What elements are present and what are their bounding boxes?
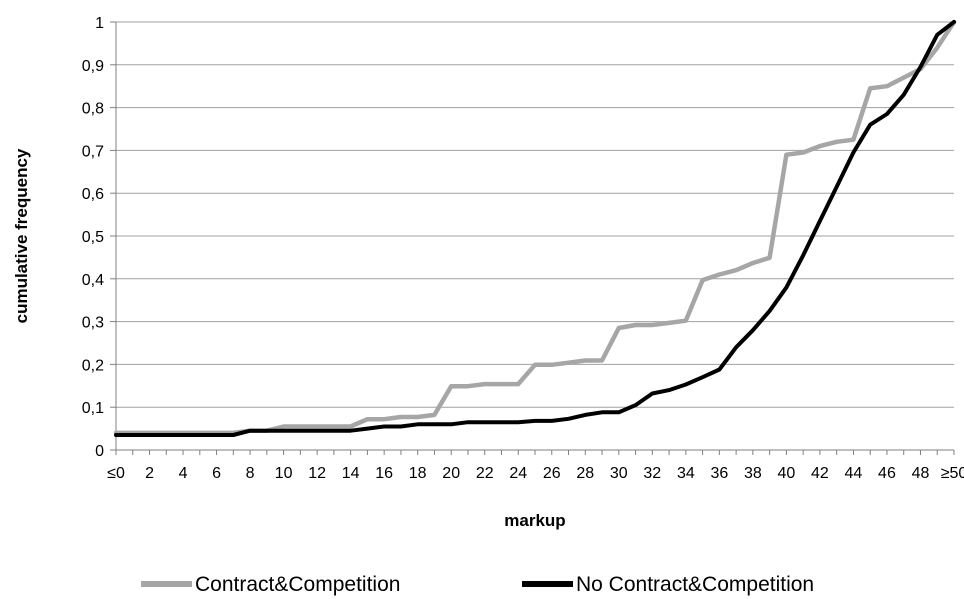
- x-tick-label: 40: [778, 465, 796, 482]
- legend-label-contract-competition: Contract&Competition: [195, 573, 400, 596]
- x-tick-label: ≥50: [941, 465, 964, 482]
- x-tick-labels: ≤0 2 4 6 8 10 12 14 16 18 20 22 24 26 28 30 32 34 36 38 40 42…: [107, 465, 964, 482]
- x-tick-label: 4: [179, 465, 188, 482]
- x-tick-label: 2: [145, 465, 154, 482]
- series-line-no-contract-competition: [114, 20, 956, 437]
- x-tick-label: 46: [878, 465, 896, 482]
- series-lines: [113, 19, 957, 437]
- x-tick-label: 18: [409, 465, 427, 482]
- y-tick-labels: 0 0,1 0,2 0,3 0,4 0,5 0,6 0,7 0,8 0,9 1: [82, 15, 104, 460]
- y-tick-label: 0,5: [82, 229, 104, 246]
- x-tick-label: 12: [308, 465, 326, 482]
- legend-label-no-contract-competition: No Contract&Competition: [576, 573, 814, 596]
- y-tick-label: 0,8: [82, 101, 104, 118]
- x-tick-label: 8: [246, 465, 255, 482]
- x-tick-label: 28: [576, 465, 594, 482]
- y-tick-label: 0: [95, 443, 104, 460]
- x-tick-label: 44: [845, 465, 863, 482]
- y-tick-label: 0,1: [82, 400, 104, 417]
- legend: Contract&Competition No Contract&Competi…: [141, 573, 814, 596]
- x-tick-label: 16: [375, 465, 393, 482]
- x-tick-label: 10: [275, 465, 293, 482]
- y-tick-label: 0,3: [82, 315, 104, 332]
- x-tick-label: 24: [509, 465, 527, 482]
- x-tick-label: 32: [643, 465, 661, 482]
- x-tick-label: 6: [212, 465, 221, 482]
- y-axis-title: cumulative frequency: [12, 148, 31, 323]
- x-tick-label: 30: [610, 465, 628, 482]
- y-tick-label: 0,9: [82, 58, 104, 75]
- x-tick-label: 26: [543, 465, 561, 482]
- x-axis-title: markup: [504, 511, 565, 530]
- x-tick-label: 48: [912, 465, 930, 482]
- x-tick-label: 22: [476, 465, 494, 482]
- y-tick-label: 0,4: [82, 272, 104, 289]
- gridlines: [110, 21, 954, 451]
- x-tick-label: 38: [744, 465, 762, 482]
- x-tick-label: ≤0: [107, 465, 125, 482]
- x-tick-label: 42: [811, 465, 829, 482]
- y-tick-label: 0,6: [82, 186, 104, 203]
- y-tick-label: 0,2: [82, 357, 104, 374]
- series-line-contract-competition: [113, 19, 957, 436]
- x-tick-label: 14: [342, 465, 360, 482]
- x-tick-label: 36: [710, 465, 728, 482]
- y-tick-label: 0,7: [82, 143, 104, 160]
- x-tick-label: 20: [442, 465, 460, 482]
- y-tick-label: 1: [95, 15, 104, 32]
- axes: [115, 22, 955, 455]
- x-tick-label: 34: [677, 465, 695, 482]
